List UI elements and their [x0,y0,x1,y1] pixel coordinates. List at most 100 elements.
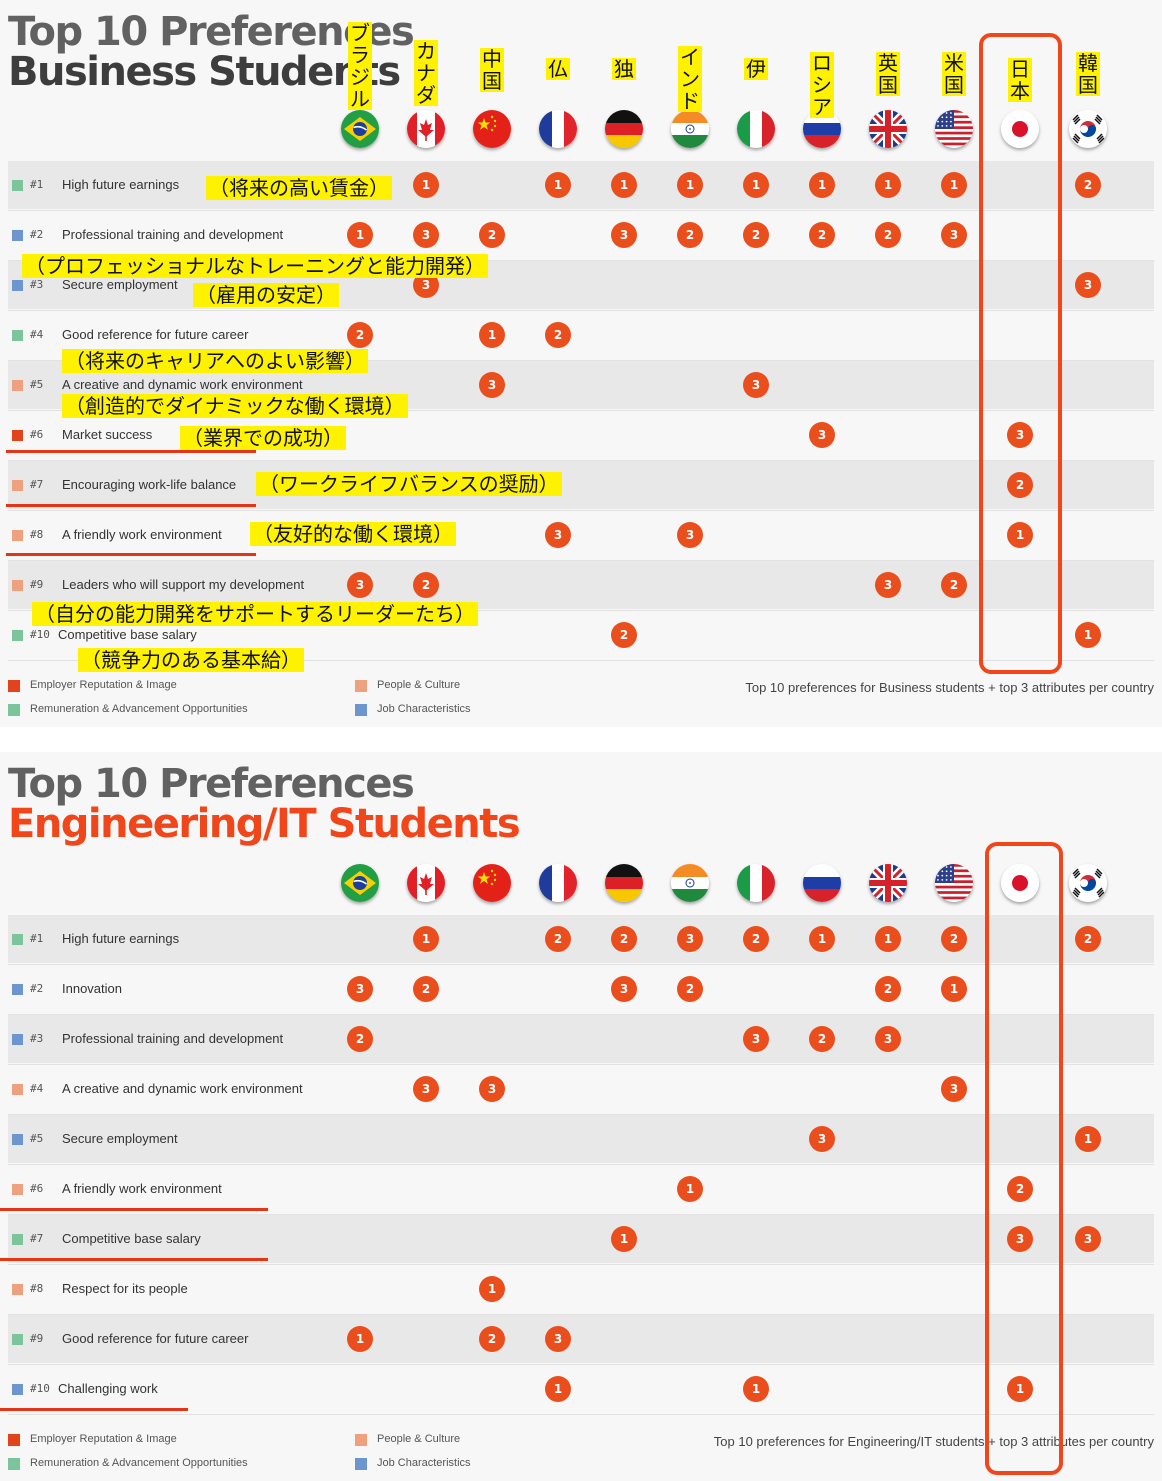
china-flag [473,864,511,902]
rank-badge: 3 [941,1076,967,1102]
rank-badge: 2 [611,622,637,648]
rank-badge: 2 [875,976,901,1002]
category-swatch [12,280,23,291]
category-swatch [12,480,23,491]
canada-flag [407,110,445,148]
category-swatch [12,530,23,541]
attribute-label: Secure employment [62,1131,178,1146]
attribute-label: A creative and dynamic work environment [62,1081,303,1096]
rank-badge: 1 [1007,522,1033,548]
uk-flag [869,864,907,902]
italy-flag [737,110,775,148]
legend-label: People & Culture [377,679,461,691]
germany-flag [605,110,643,148]
attribute-label: Professional training and development [62,1031,284,1046]
rank-label: #4 [30,1082,44,1095]
row-divider [8,1064,1154,1065]
rank-badge: 2 [413,976,439,1002]
rank-badge: 1 [611,172,637,198]
category-swatch [12,580,23,591]
row-divider [8,964,1154,965]
rank-label: #2 [30,982,44,995]
rank-badge: 1 [545,1376,571,1402]
category-swatch [12,1134,23,1145]
rank-badge: 1 [611,1226,637,1252]
jp-annotation: （将来の高い賃金） [206,176,392,200]
row-divider [8,1314,1154,1315]
attribute-label: Innovation [62,981,122,996]
rank-badge: 2 [545,926,571,952]
rank-label: #8 [30,528,44,541]
rank-badge: 2 [1075,926,1101,952]
rank-badge: 2 [809,222,835,248]
rank-badge: 3 [611,222,637,248]
category-swatch [12,1234,23,1245]
highlight-underline [0,1258,268,1261]
country-label: 英国 [876,51,900,97]
country-label: 日本 [1008,57,1032,103]
rank-label: #3 [30,1032,44,1045]
germany-flag [605,864,643,902]
legend-label: Job Characteristics [377,703,471,715]
country-label: 韓国 [1076,51,1100,97]
row-divider [8,460,1154,461]
korea-flag [1069,110,1107,148]
rank-badge: 1 [809,172,835,198]
attribute-label: Competitive base salary [62,1231,201,1246]
rank-badge: 3 [413,1076,439,1102]
rank-label: #6 [30,428,44,441]
table-row [8,1315,1154,1363]
category-swatch [12,430,23,441]
rank-badge: 2 [677,976,703,1002]
country-label: 中国 [480,47,504,93]
rank-badge: 1 [743,1376,769,1402]
rank-badge: 3 [545,1326,571,1352]
france-flag [539,110,577,148]
rank-badge: 1 [677,1176,703,1202]
rank-label: #8 [30,1282,44,1295]
attribute-label: A creative and dynamic work environment [62,377,303,392]
rank-badge: 1 [413,172,439,198]
chart-title: Top 10 Preferences [8,761,415,807]
row-divider [8,1164,1154,1165]
table-row [8,1215,1154,1263]
jp-annotation: （友好的な働く環境） [250,522,456,546]
chart-footnote: Top 10 preferences for Engineering/IT st… [713,1434,1154,1449]
brazil-flag [341,864,379,902]
attribute-label: Respect for its people [62,1281,188,1296]
rank-label: #1 [30,932,44,945]
rank-badge: 2 [1075,172,1101,198]
attribute-label: Secure employment [62,277,178,292]
legend-label: Employer Reputation & Image [30,1433,177,1445]
rank-badge: 3 [809,422,835,448]
rank-badge: 2 [743,222,769,248]
legend-label: Remuneration & Advancement Opportunities [30,703,248,715]
category-swatch [12,1184,23,1195]
category-swatch [12,984,23,995]
russia-flag [803,864,841,902]
rank-badge: 3 [1075,272,1101,298]
table-row [8,1365,1154,1413]
legend-swatch [8,1434,20,1446]
rank-badge: 2 [413,572,439,598]
rank-badge: 2 [941,926,967,952]
table-row [8,915,1154,963]
rank-badge: 2 [347,1026,373,1052]
jp-annotation: （ワークライフバランスの奨励） [256,472,562,496]
attribute-label: High future earnings [62,177,180,192]
engineering-students-panel: Top 10 Preferences Engineering/IT Studen… [0,752,1162,1481]
row-divider [8,210,1154,211]
category-swatch [12,1284,23,1295]
legend-label: Job Characteristics [377,1457,471,1469]
italy-flag [737,864,775,902]
japan-highlight-frame [979,33,1062,674]
rank-badge: 1 [941,172,967,198]
uk-flag [869,110,907,148]
country-label: ブラジル [348,21,372,111]
rank-badge: 1 [413,926,439,952]
rank-badge: 1 [875,926,901,952]
rank-badge: 1 [479,1276,505,1302]
chart-subtitle: Business Students [8,49,401,95]
rank-badge: 3 [941,222,967,248]
legend-swatch [355,1434,367,1446]
